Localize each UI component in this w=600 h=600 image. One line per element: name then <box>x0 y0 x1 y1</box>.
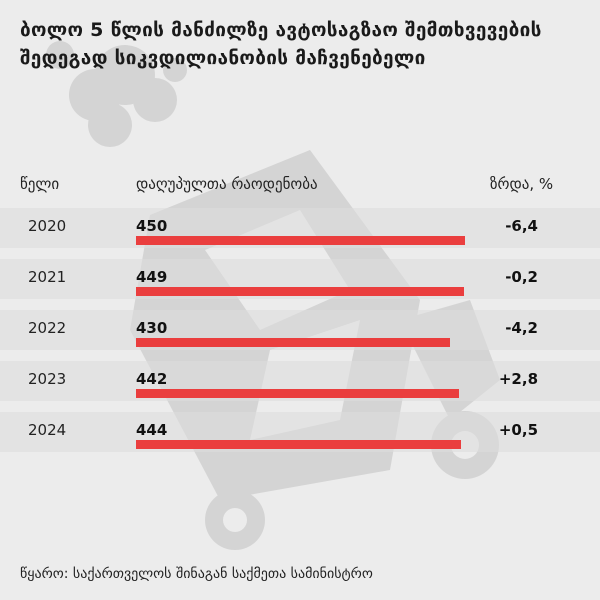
year-label: 2022 <box>28 319 67 337</box>
column-header-growth: ზრდა, % <box>490 175 554 193</box>
data-label: 442 <box>136 370 168 388</box>
column-header-year: წელი <box>20 175 60 193</box>
year-label: 2020 <box>28 217 67 235</box>
bar <box>136 389 459 398</box>
data-label: 444 <box>136 421 168 439</box>
growth-label: -4,2 <box>505 319 538 337</box>
year-label: 2024 <box>28 421 67 439</box>
data-label: 450 <box>136 217 168 235</box>
bar <box>136 236 465 245</box>
bar <box>136 440 461 449</box>
growth-label: -6,4 <box>505 217 538 235</box>
year-label: 2021 <box>28 268 67 286</box>
bar <box>136 338 450 347</box>
growth-label: +0,5 <box>498 421 538 439</box>
chart-title: ბოლო 5 წლის მანძილზე ავტოსაგზაო შემთხვევ… <box>20 19 542 69</box>
growth-label: +2,8 <box>498 370 538 388</box>
year-label: 2023 <box>28 370 67 388</box>
data-label: 449 <box>136 268 168 286</box>
data-label: 430 <box>136 319 168 337</box>
growth-label: -0,2 <box>505 268 538 286</box>
column-header-deaths: დაღუპულთა რაოდენობა <box>136 175 318 193</box>
source-note: წყარო: საქართველოს შინაგან საქმეთა სამინ… <box>20 566 373 582</box>
bar <box>136 287 464 296</box>
